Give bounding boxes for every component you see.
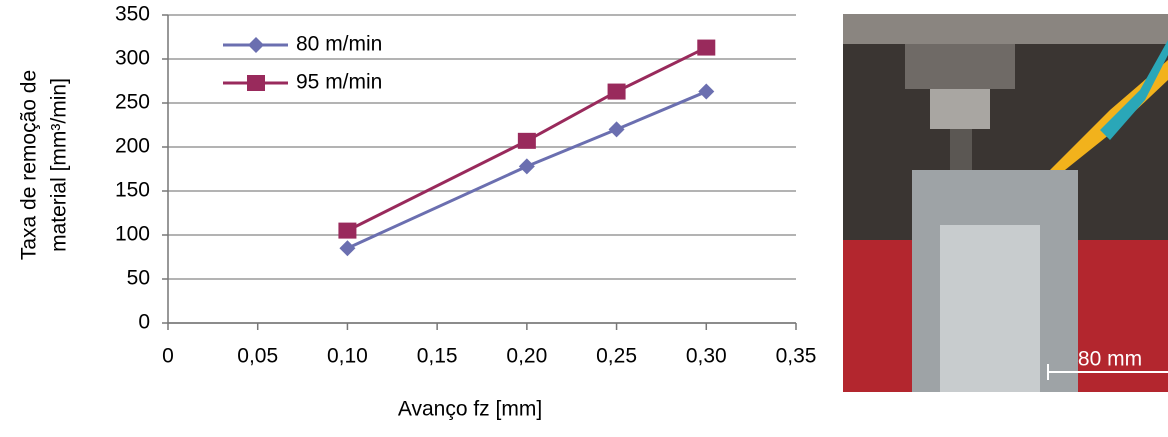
workpiece-face (940, 225, 1040, 392)
legend-marker (248, 37, 264, 53)
y-tick-label: 350 (115, 3, 150, 26)
data-point (338, 223, 356, 239)
legend-marker (247, 75, 265, 91)
spindle-head (843, 14, 1168, 44)
data-point (609, 121, 625, 137)
scale-label: 80 mm (1078, 348, 1142, 371)
legend-label: 80 m/min (296, 33, 382, 56)
x-tick-label: 0,30 (686, 345, 727, 368)
x-tick-label: 0,20 (506, 345, 547, 368)
y-axis-title: material [mm³/min] (48, 78, 71, 252)
data-point (608, 84, 626, 100)
x-tick-label: 0 (162, 345, 174, 368)
x-tick-label: 0,35 (776, 345, 817, 368)
y-tick-label: 250 (115, 91, 150, 114)
data-point (698, 84, 714, 100)
y-tick-label: 300 (115, 47, 150, 70)
y-tick-label: 100 (115, 223, 150, 246)
spindle (905, 44, 1015, 89)
data-point (339, 240, 355, 256)
y-tick-label: 50 (127, 267, 150, 290)
x-tick-label: 0,05 (237, 345, 278, 368)
data-point (518, 133, 536, 149)
y-axis-title: Taxa de remoção de (18, 70, 41, 260)
y-tick-label: 150 (115, 179, 150, 202)
data-point (519, 158, 535, 174)
collet (930, 89, 990, 129)
x-tick-label: 0,25 (596, 345, 637, 368)
photo: 80 mm (843, 14, 1168, 392)
x-axis-title: Avanço fz [mm] (398, 398, 542, 421)
page: Taxa de remoção de material [mm³/min] Av… (0, 0, 1168, 437)
y-tick-label: 0 (138, 311, 150, 334)
x-tick-label: 0,15 (417, 345, 458, 368)
legend-label: 95 m/min (296, 71, 382, 94)
data-point (697, 40, 715, 56)
figure: Taxa de remoção de material [mm³/min] Av… (0, 0, 1168, 432)
x-tick-label: 0,10 (327, 345, 368, 368)
y-tick-label: 200 (115, 135, 150, 158)
